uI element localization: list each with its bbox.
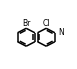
Text: N: N (58, 28, 64, 37)
Text: Br: Br (22, 19, 30, 28)
Text: Cl: Cl (42, 19, 50, 28)
